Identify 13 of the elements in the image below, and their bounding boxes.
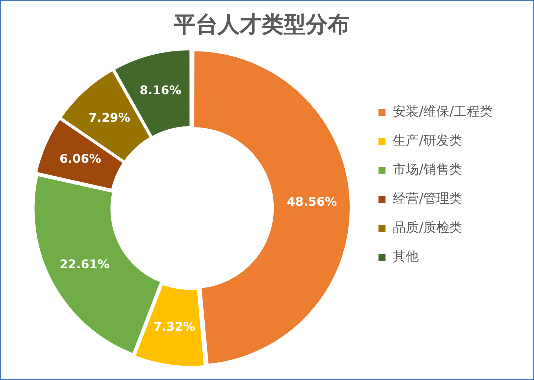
legend-label: 市场/销售类 [393, 162, 463, 178]
data-label: 7.32% [154, 320, 196, 334]
legend-label: 生产/研发类 [393, 134, 463, 149]
data-label: 22.61% [60, 257, 110, 272]
data-label: 6.06% [60, 152, 102, 166]
data-label: 7.29% [88, 111, 131, 126]
legend-label: 安装/维保/工程类 [393, 104, 494, 120]
legend-label: 经营/管理类 [393, 192, 463, 207]
chart-title: 平台人才类型分布 [173, 12, 350, 38]
data-label: 48.56% [287, 194, 338, 209]
legend-label: 其他 [393, 250, 420, 265]
data-label: 8.16% [140, 83, 182, 98]
legend-label: 品质/质检类 [393, 220, 463, 236]
